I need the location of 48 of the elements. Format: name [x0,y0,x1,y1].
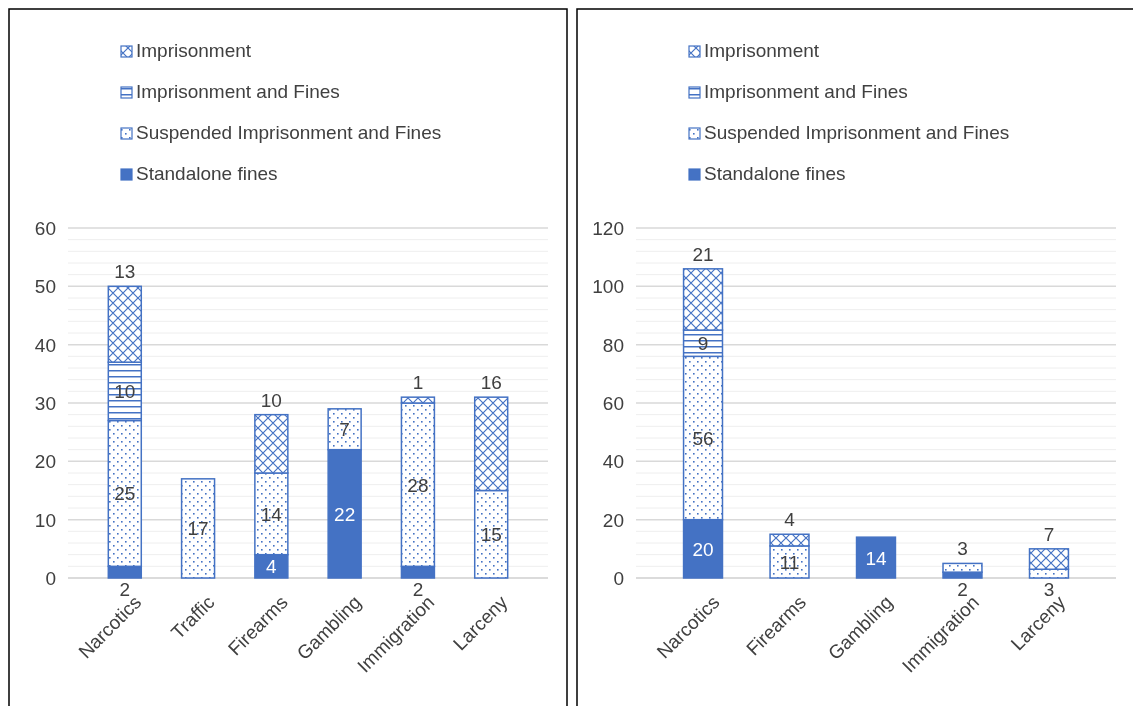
y-tick-label: 30 [34,393,56,414]
legend-label: Imprisonment [704,40,820,61]
bar [855,536,897,579]
y-tick-label: 0 [45,568,56,589]
data-label: 22 [334,503,356,525]
data-label: 10 [260,389,282,411]
legend-label: Standalone fines [136,163,278,184]
data-label: 56 [692,428,714,449]
data-label: 16 [480,372,502,394]
data-label: 28 [407,474,429,496]
legend-label: Imprisonment and Fines [704,81,908,102]
data-label: 4 [266,556,278,578]
y-tick-label: 20 [34,451,56,473]
data-label: 14 [865,547,887,569]
y-tick-label: 100 [592,276,624,298]
data-label: 13 [114,261,136,283]
bar [180,478,216,579]
y-tick-label: 120 [592,218,624,239]
y-tick-label: 10 [34,509,56,531]
y-tick-label: 0 [613,568,624,589]
y-tick-label: 40 [602,451,624,473]
data-label: 3 [1043,579,1055,600]
y-tick-label: 20 [602,509,624,531]
data-label: 2 [119,579,131,600]
data-label: 7 [339,419,350,441]
legend-label: Imprisonment and Fines [136,81,340,102]
data-label: 14 [260,503,283,525]
data-label: 4 [784,509,796,531]
y-tick-label: 80 [602,334,624,356]
legend-label: Suspended Imprisonment and Fines [136,122,442,143]
data-label: 3 [957,538,968,560]
y-tick-label: 60 [34,218,56,239]
data-label: 25 [114,483,136,505]
legend-label: Suspended Imprisonment and Fines [704,122,1010,143]
data-label: 2 [957,579,968,600]
data-label: 20 [692,538,714,560]
data-label: 15 [480,524,502,546]
y-tick-label: 50 [34,276,56,298]
y-tick-label: 40 [34,334,56,356]
data-label: 2 [412,579,424,600]
data-label: 21 [692,243,714,265]
data-label: 7 [1043,523,1055,545]
data-label: 11 [779,551,800,573]
legend-label: Imprisonment [136,40,252,61]
data-label: 1 [412,372,424,394]
legend-label: Standalone fines [704,163,846,184]
data-label: 17 [187,518,209,540]
y-tick-label: 60 [602,393,624,414]
